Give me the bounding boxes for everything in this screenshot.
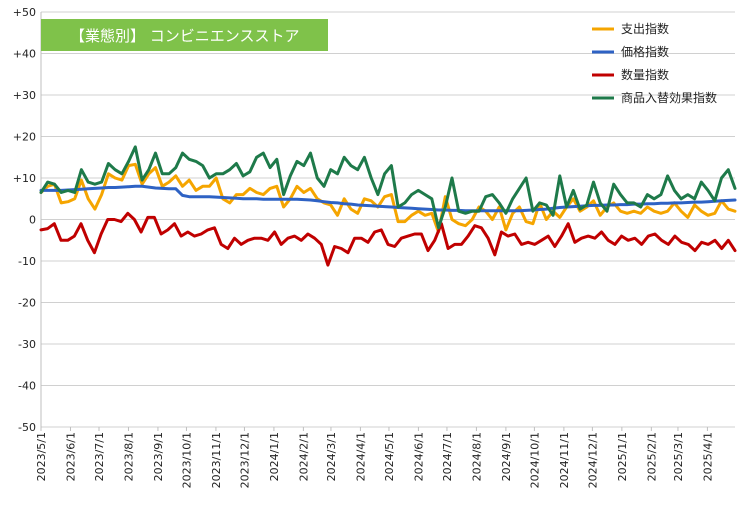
x-tick-label: 2024/2/1 [297,432,310,481]
x-tick-label: 2023/7/1 [93,432,106,481]
y-tick-label: -10 [18,255,36,268]
x-tick-label: 2024/10/1 [528,432,541,488]
series-line [39,211,737,267]
legend-label: 支出指数 [621,21,669,36]
legend-label: 商品入替効果指数 [621,90,717,105]
y-tick-label: 0 [29,214,36,227]
x-tick-label: 2023/8/1 [122,432,135,481]
gridlines [41,11,735,428]
y-tick-label: -50 [18,421,36,434]
x-tick-label: 2024/3/1 [325,432,338,481]
title-badge-text: 【業態別】 コンビニエンスストア [70,27,299,45]
x-tick-label: 2024/7/1 [441,432,454,481]
y-tick-label: -30 [18,338,36,351]
series-line [39,162,737,234]
x-tick-label: 2025/4/1 [701,432,714,481]
x-tick-label: 2024/8/1 [470,432,483,481]
x-tick-label: 2023/9/1 [152,432,165,481]
x-tick-label: 2023/10/1 [180,432,193,488]
title-badge-background [41,19,328,51]
x-tick-label: 2025/1/1 [616,432,629,481]
legend-label: 数量指数 [621,67,669,82]
x-tick-label: 2024/9/1 [500,432,513,481]
series-line [39,145,737,230]
legend-label: 価格指数 [621,44,669,59]
x-tick-label: 2024/11/1 [558,432,571,488]
x-tick-label: 2023/12/1 [238,432,251,488]
y-tick-label: +40 [13,48,36,61]
x-tick-label: 2024/4/1 [354,432,367,481]
x-tick-label: 2023/6/1 [64,432,77,481]
x-tick-label: 2024/6/1 [412,432,425,481]
x-tick-label: 2024/12/1 [586,432,599,488]
y-tick-label: +30 [13,89,36,102]
x-tick-label: 2024/5/1 [383,432,396,481]
y-tick-label: -20 [18,297,36,310]
y-tick-label: -40 [18,380,36,393]
x-tick-label: 2024/1/1 [268,432,281,481]
y-tick-label: +20 [13,131,36,144]
y-tick-label: +50 [13,6,36,19]
x-tick-label: 2025/2/1 [645,432,658,481]
series-lines [39,145,737,267]
x-tick-label: 2023/11/1 [210,432,223,488]
x-tick-label: 2025/3/1 [672,432,685,481]
y-tick-label: +10 [13,172,36,185]
title-badge: 【業態別】 コンビニエンスストア [41,19,328,51]
x-tick-label: 2023/5/1 [35,432,48,481]
series-line [39,184,737,213]
